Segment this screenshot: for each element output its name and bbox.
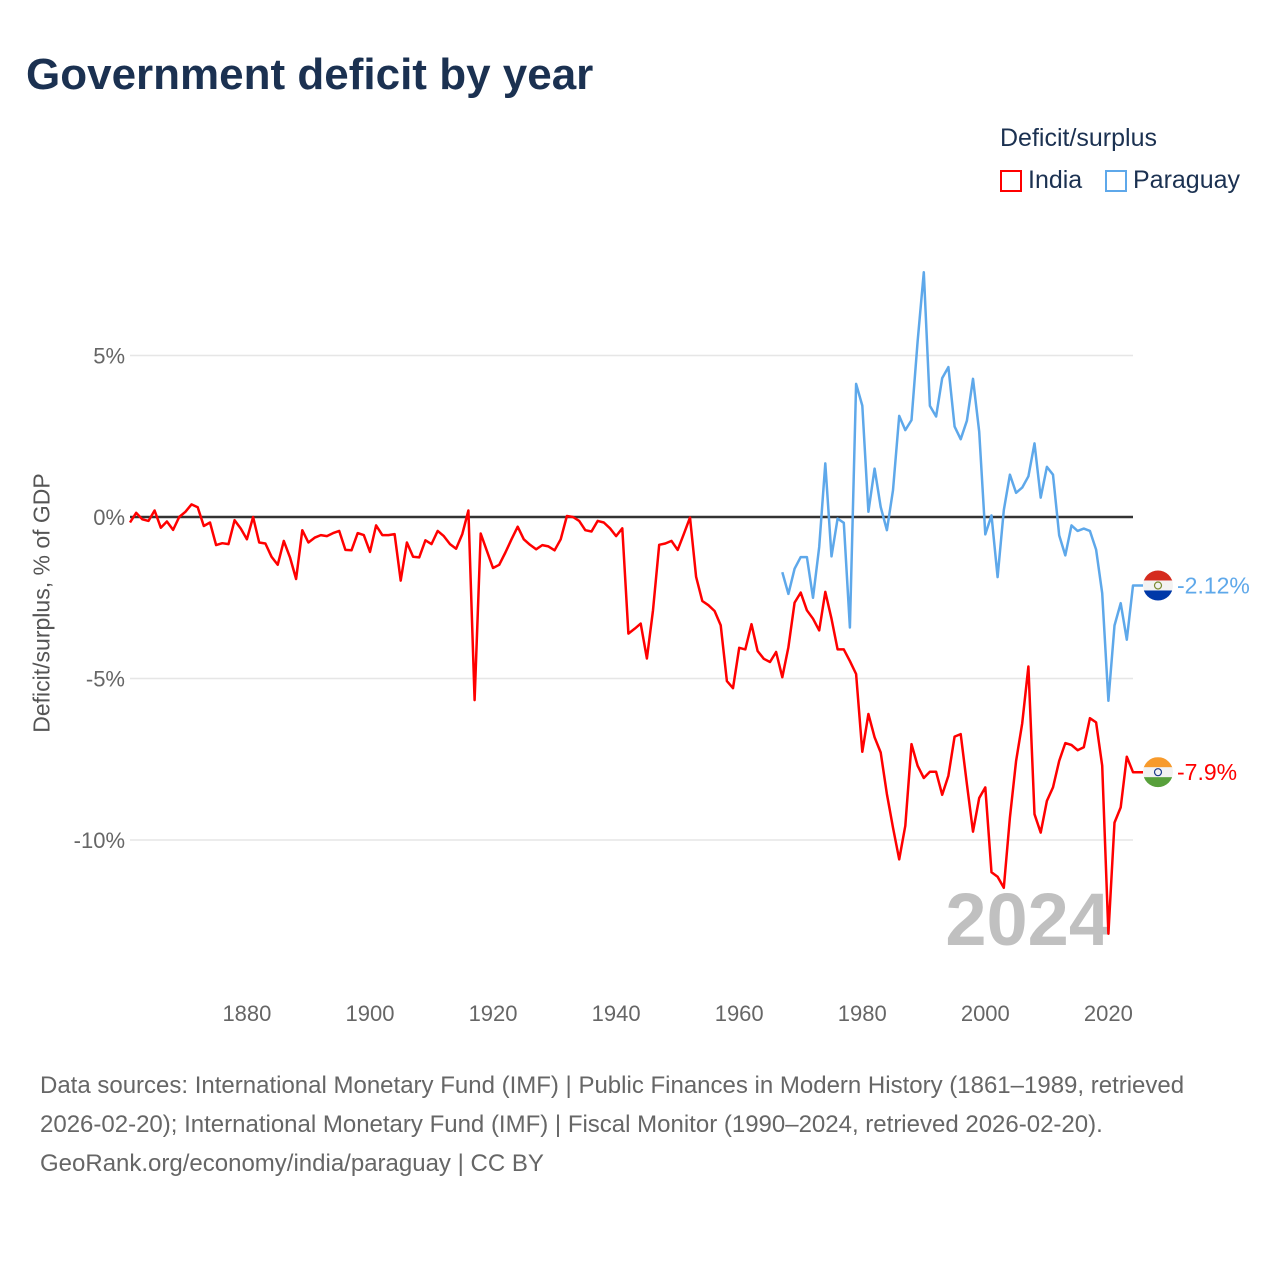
legend-swatch-india xyxy=(1000,169,1022,192)
x-tick-label: 1900 xyxy=(346,1001,395,1026)
end-label-india: -7.9% xyxy=(1177,759,1237,785)
year-watermark: 2024 xyxy=(945,878,1110,961)
legend-title: Deficit/surplus xyxy=(1000,124,1157,152)
legend-label-paraguay: Paraguay xyxy=(1133,166,1241,194)
x-tick-label: 2000 xyxy=(961,1001,1010,1026)
x-tick-label: 1920 xyxy=(469,1001,518,1026)
x-tick-label: 1940 xyxy=(592,1001,641,1026)
y-tick-label: 0% xyxy=(93,505,125,530)
chart-title: Government deficit by year xyxy=(26,50,594,99)
flag-icon-paraguay xyxy=(1143,570,1173,601)
x-tick-label: 1880 xyxy=(222,1001,271,1026)
plot-area: 5% 0% -5% -10% 1880 1900 1920 1940 1960 1980 2000 2… xyxy=(74,270,1250,1026)
y-tick-label: 5% xyxy=(93,344,125,369)
series-line-india xyxy=(128,503,1143,935)
footer: Data sources: International Monetary Fun… xyxy=(40,1066,1240,1183)
x-tick-label: 1960 xyxy=(715,1001,764,1026)
series-line-paraguay xyxy=(781,270,1143,703)
x-tick-label: 2020 xyxy=(1084,1001,1133,1026)
data-sources: Data sources: International Monetary Fun… xyxy=(40,1072,1185,1138)
legend-label-india: India xyxy=(1028,166,1083,194)
legend-swatch-paraguay xyxy=(1105,169,1127,192)
legend-item-paraguay[interactable]: Paraguay xyxy=(1105,166,1240,195)
credit-link[interactable]: GeoRank.org/economy/india/paraguay | CC … xyxy=(40,1150,544,1177)
x-tick-label: 1980 xyxy=(838,1001,887,1026)
end-label-paraguay: -2.12% xyxy=(1177,572,1250,598)
y-tick-label: -10% xyxy=(74,828,125,853)
flag-icon-india xyxy=(1143,757,1173,788)
y-tick-label: -5% xyxy=(86,667,125,692)
legend-item-india[interactable]: India xyxy=(1000,166,1082,195)
